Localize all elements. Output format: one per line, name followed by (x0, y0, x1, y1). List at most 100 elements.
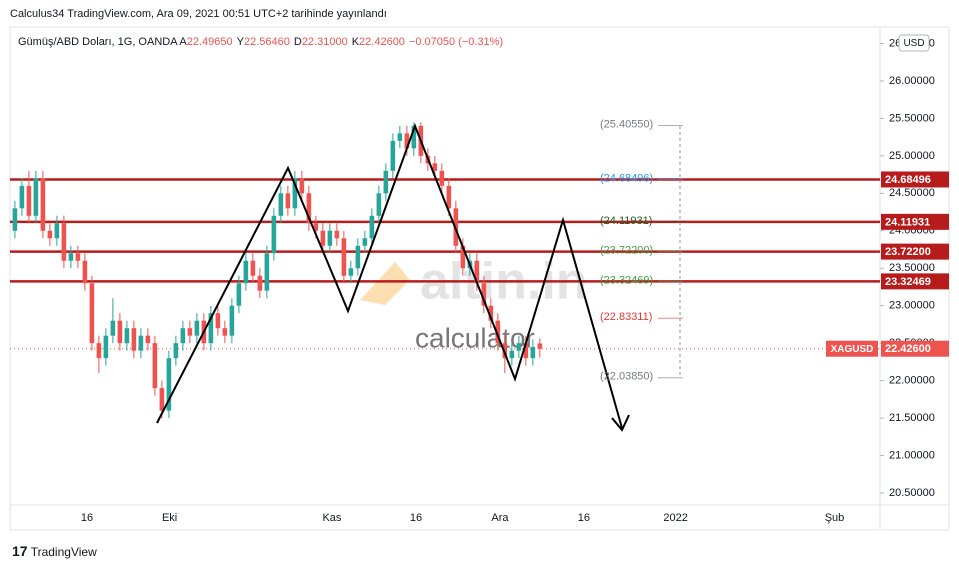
axes: 20.5000021.0000021.5000022.0000022.50000… (81, 37, 949, 524)
level-label: 24.11931 (885, 216, 930, 228)
annotation-label: (22.83311) (600, 311, 652, 323)
candle-body (138, 335, 144, 351)
candle-body (523, 343, 529, 359)
candle-body (75, 253, 81, 261)
price-name: XAGUSD (831, 344, 874, 355)
candle-body (341, 238, 347, 276)
candle-body (334, 230, 340, 239)
ohlc-value: 22.49650 (186, 36, 233, 48)
candle-body (362, 238, 368, 246)
candle-body (236, 283, 242, 306)
candle-body (299, 178, 305, 194)
ohlc-value: −0.07050 (−0.31%) (408, 36, 504, 48)
candle-body (432, 163, 438, 171)
candle-body (397, 133, 403, 141)
candle-body (131, 328, 137, 351)
candle-body (33, 178, 39, 216)
y-tick-label: 25.50000 (889, 112, 935, 124)
candle-body (26, 185, 32, 216)
footer-text: TradingView (30, 545, 97, 559)
annotation-label: (23.32469) (600, 274, 653, 286)
price-badge (881, 340, 949, 357)
candle-body (180, 328, 186, 344)
ohlc-label: A (179, 36, 187, 48)
annotations: (25.40550) (24.68496) (24.11931) (23.72200)… (600, 118, 683, 383)
level-badge (881, 273, 949, 290)
candle-body (264, 253, 270, 291)
candle-body (54, 223, 60, 239)
currency: USD (903, 38, 924, 49)
ohlc-label: Y (236, 36, 244, 48)
x-tick-label: Şub (825, 512, 845, 524)
header: Calculus34 TradingView.com, Ara 09, 2021… (10, 8, 387, 20)
candle-body (495, 320, 501, 344)
candle-body (306, 193, 312, 224)
tv-logo: 17 (12, 543, 28, 559)
candle-body (446, 185, 452, 209)
candle-body (488, 305, 494, 321)
candle-body (159, 388, 165, 411)
x-tick-label: Ara (491, 512, 509, 524)
price-label: 22.42600 (885, 343, 931, 355)
y-tick-label: 22.00000 (889, 375, 935, 387)
footer: 17 TradingView (12, 543, 97, 559)
legend: Gümüş/ABD Doları, 1G, OANDA A22.49650 Y22… (18, 36, 507, 48)
candle-body (530, 346, 536, 359)
x-tick-label: 16 (81, 512, 93, 524)
candle-body (404, 133, 410, 149)
level-badge (881, 213, 949, 230)
candle-body (348, 268, 354, 276)
pattern-zigzag (156, 123, 623, 429)
candle-body (474, 260, 480, 284)
candles (12, 122, 543, 419)
candle-body (96, 343, 102, 359)
candle-body (278, 193, 284, 216)
candle-body (173, 343, 179, 359)
candle-body (145, 335, 151, 344)
y-tick-label: 23.00000 (889, 300, 935, 312)
candle-body (537, 343, 543, 349)
candle-body (516, 343, 522, 351)
candle-body (124, 328, 130, 344)
y-tick-label: 20.50000 (889, 487, 935, 499)
annotation-label: (22.03850) (600, 371, 653, 383)
price-name-badge (826, 340, 878, 357)
candle-body (19, 185, 25, 209)
candle-body (243, 260, 249, 284)
ohlc-label: D (293, 36, 302, 48)
y-tick-label: 24.50000 (889, 187, 935, 199)
candle-body (313, 223, 319, 231)
annotation-label: (23.72200) (600, 245, 653, 257)
candle-body (509, 350, 515, 359)
candle-body (439, 170, 445, 186)
ohlc: A22.49650 Y22.56460 D22.31000 K22.42600 −0.0… (179, 36, 507, 48)
annotation-label: (24.11931) (600, 215, 652, 227)
candle-body (222, 328, 228, 336)
candle-body (229, 305, 235, 336)
candle-body (194, 320, 200, 336)
candle-body (166, 358, 172, 411)
candle-body (327, 230, 333, 246)
ohlc-value: 22.56460 (243, 36, 290, 48)
candle-body (103, 335, 109, 359)
candle-body (271, 215, 277, 254)
candle-body (369, 215, 375, 239)
candle-body (61, 223, 67, 261)
candle-body (376, 193, 382, 216)
level-label: 24.68496 (885, 174, 931, 186)
level-badge (881, 171, 949, 188)
x-tick-label: 16 (578, 512, 590, 524)
candle-body (152, 343, 158, 389)
annotation-label: (25.40550) (600, 118, 653, 130)
candle-body (89, 283, 95, 344)
candle-body (285, 193, 291, 209)
x-tick-label: 2022 (663, 512, 687, 524)
x-tick-label: Kas (322, 512, 341, 524)
candle-body (12, 208, 18, 231)
candle-body (355, 245, 361, 269)
legend-title: Gümüş/ABD Doları, 1G, OANDA (18, 36, 177, 48)
y-tick-label: 25.00000 (889, 150, 935, 162)
annotation-label: (24.68496) (600, 172, 653, 184)
candle-body (292, 178, 298, 209)
